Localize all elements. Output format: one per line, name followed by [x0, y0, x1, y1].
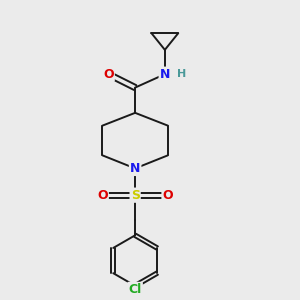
Text: O: O [163, 189, 173, 202]
Text: N: N [130, 162, 140, 175]
Text: O: O [97, 189, 108, 202]
Text: Cl: Cl [128, 283, 142, 296]
Text: S: S [130, 189, 140, 202]
Text: N: N [160, 68, 170, 81]
Text: O: O [103, 68, 114, 81]
Text: H: H [177, 69, 186, 79]
